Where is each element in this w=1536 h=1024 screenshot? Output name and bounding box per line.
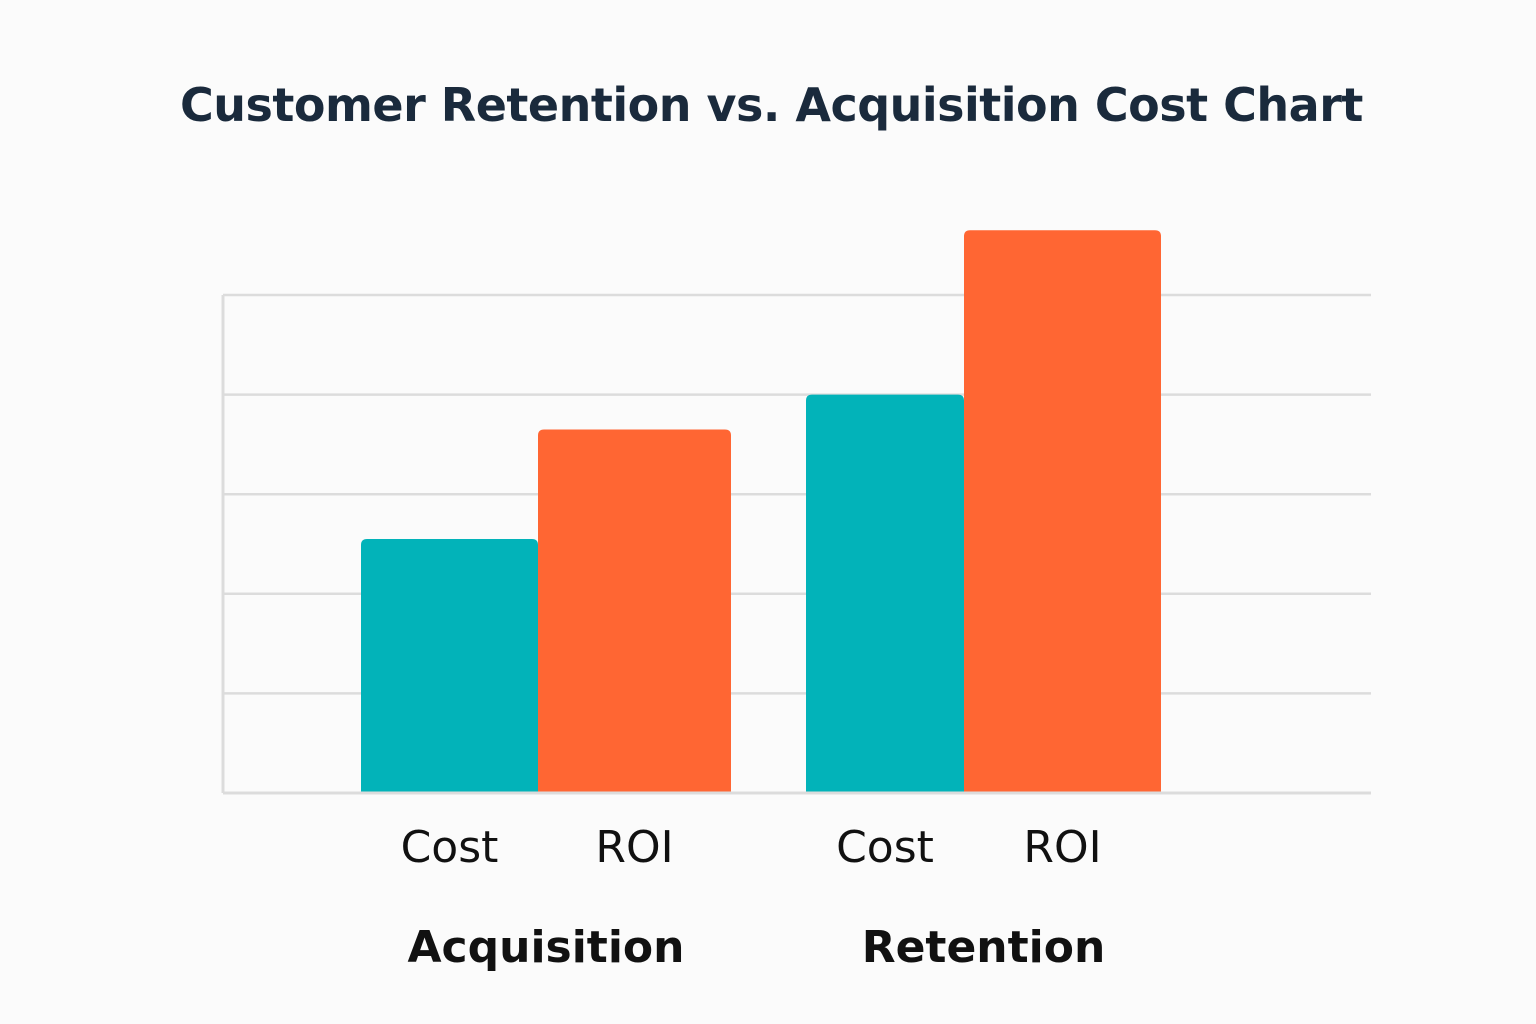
group-label-acquisition: Acquisition (408, 922, 685, 973)
tick-label-retention-roi: ROI (1023, 822, 1101, 873)
bar-acquisition-cost (361, 539, 538, 793)
bar-retention-roi (964, 230, 1161, 793)
bar-acquisition-roi (538, 429, 731, 793)
chart-title: Customer Retention vs. Acquisition Cost … (180, 78, 1363, 132)
bars (361, 230, 1161, 793)
axes (221, 295, 1371, 795)
labels: Cost ROI Acquisition Cost ROI Retention (401, 822, 1106, 973)
group-label-retention: Retention (862, 922, 1106, 973)
tick-label-acquisition-cost: Cost (401, 822, 499, 873)
bar-retention-cost (806, 394, 964, 793)
tick-label-acquisition-roi: ROI (595, 822, 673, 873)
tick-label-retention-cost: Cost (836, 822, 934, 873)
